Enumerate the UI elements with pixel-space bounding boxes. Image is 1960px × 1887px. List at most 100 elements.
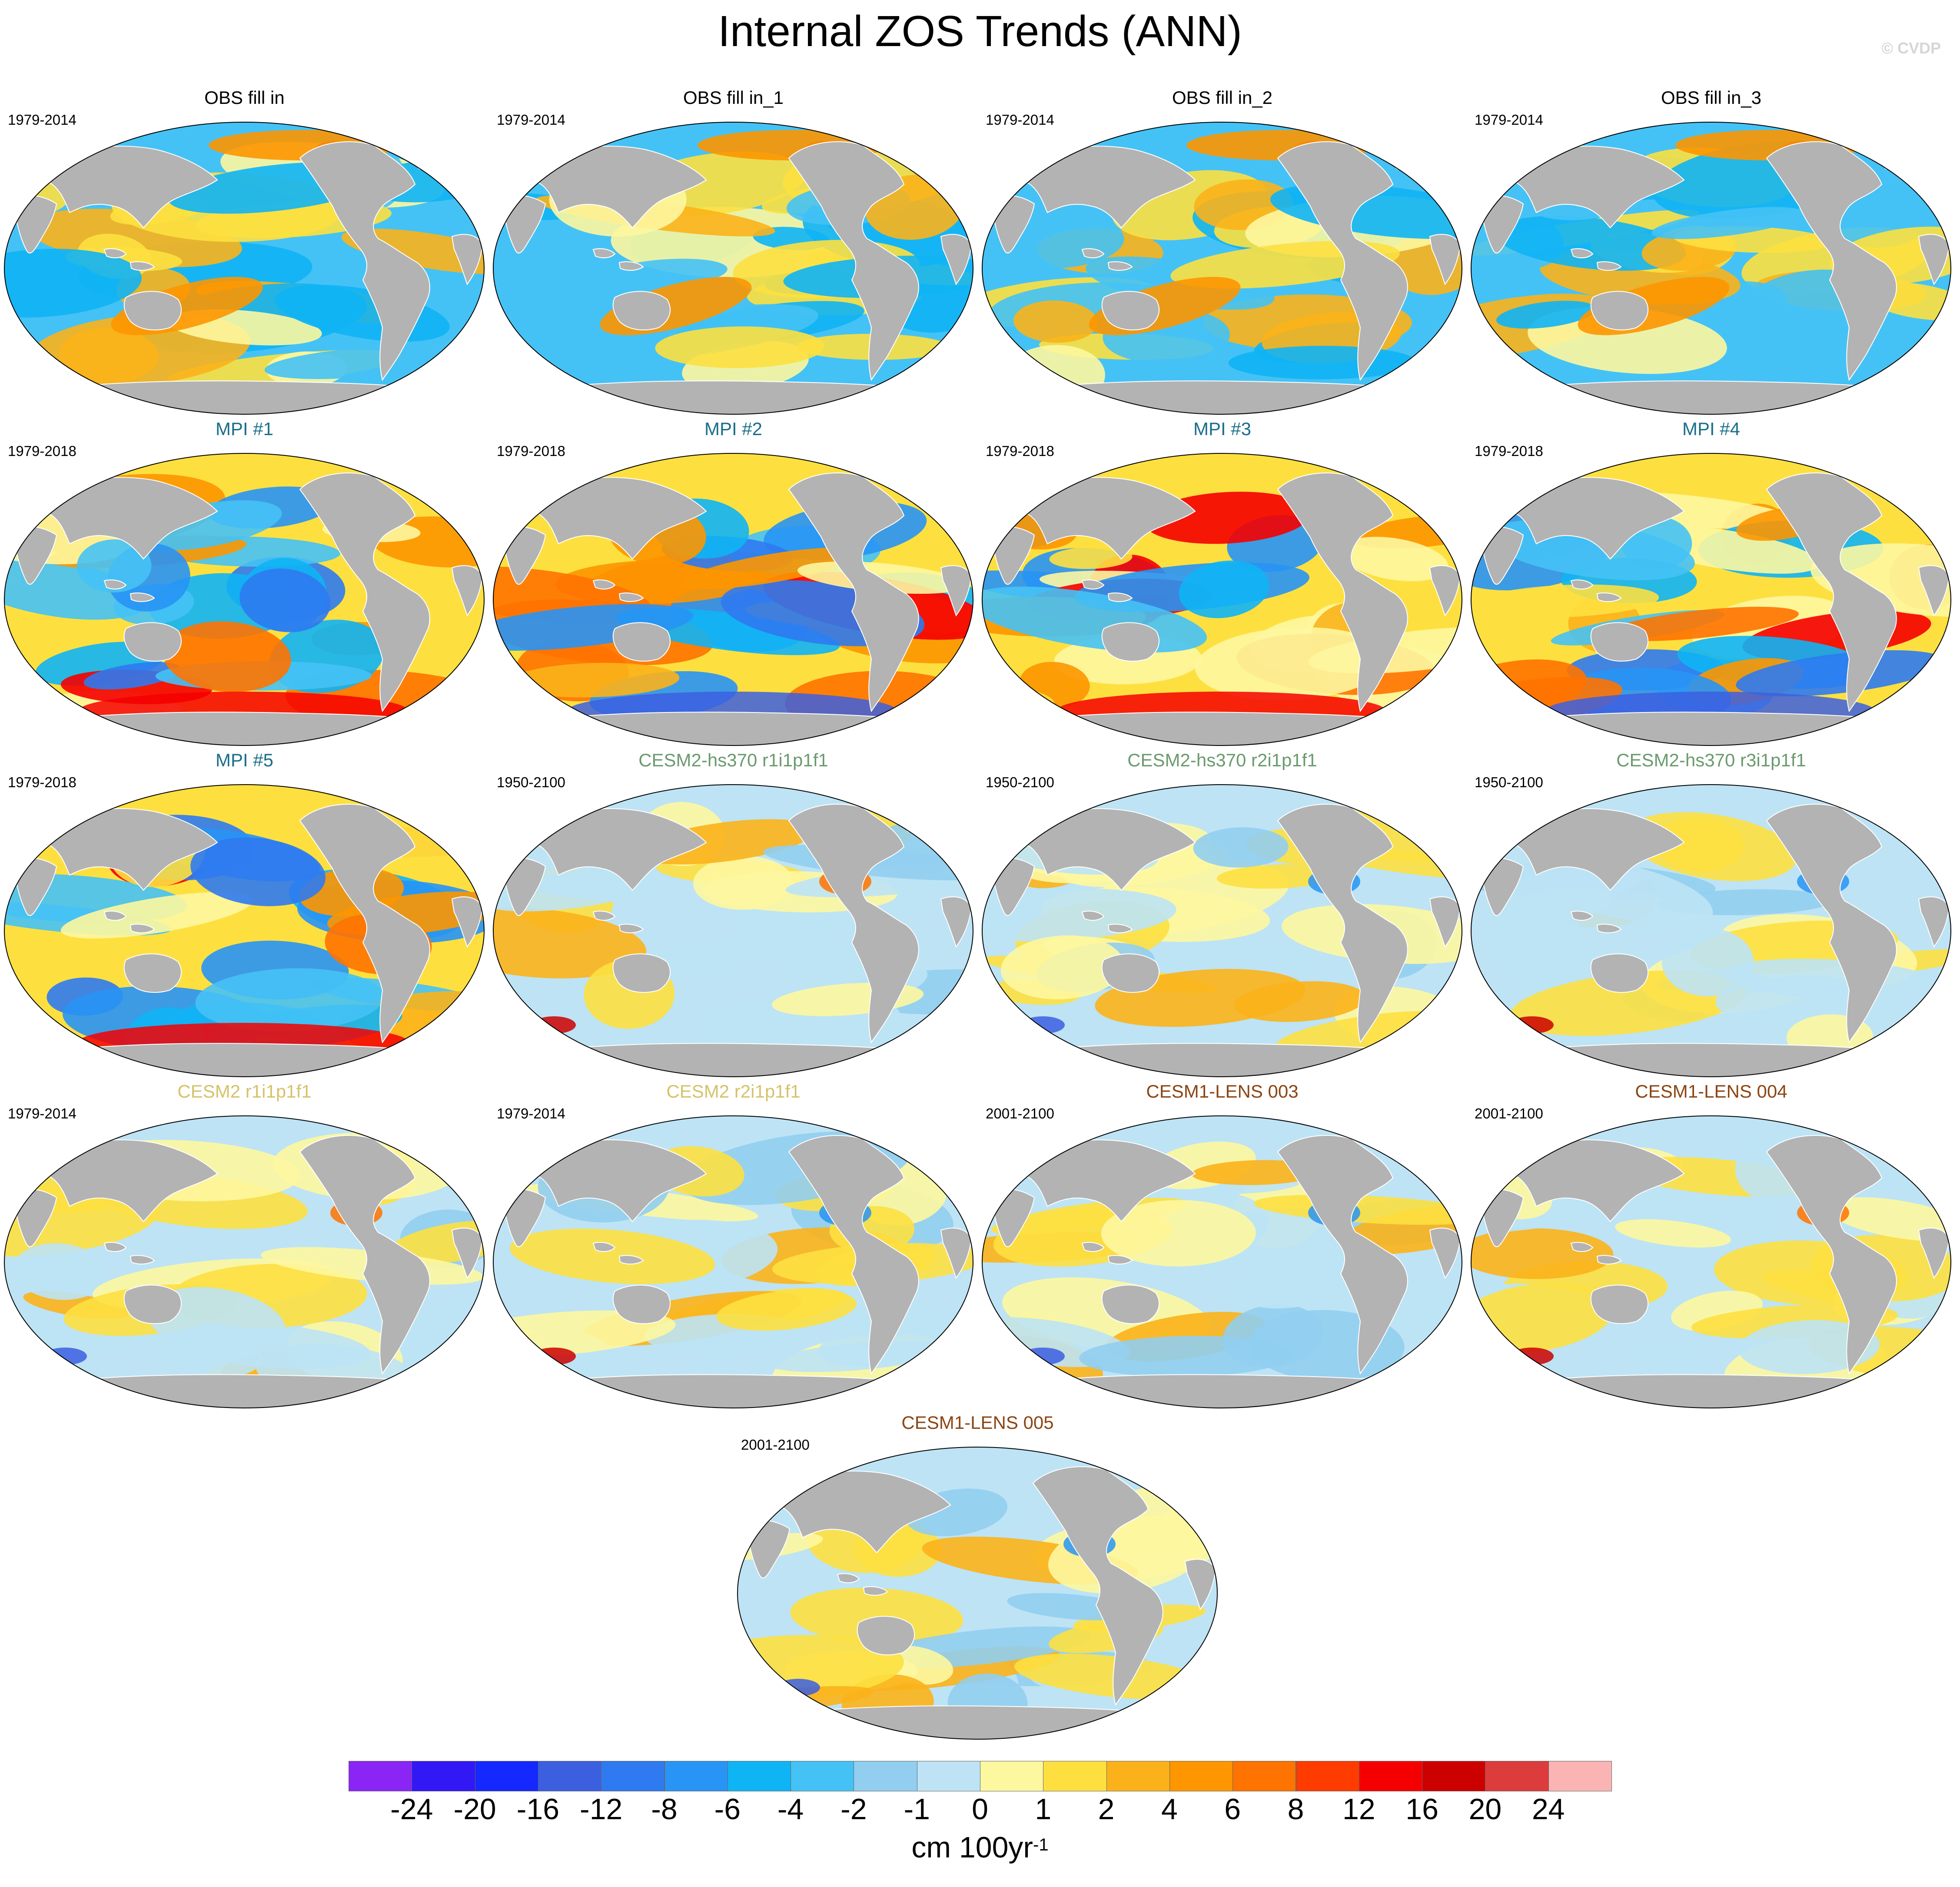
panel-period: 1979-2014 <box>497 1105 565 1122</box>
world-map <box>982 1115 1462 1408</box>
colorbar-tick-label: -2 <box>840 1793 867 1826</box>
panel-period: 1950-2100 <box>1475 774 1543 790</box>
colorbar-tick-label: -8 <box>651 1793 678 1826</box>
panel-title: MPI #5 <box>215 750 274 770</box>
figure-title: Internal ZOS Trends (ANN) <box>718 7 1242 56</box>
map-panel: OBS fill in_2 1979-2014 <box>978 87 1467 417</box>
colorbar-tick-label: 0 <box>972 1793 988 1826</box>
colorbar-tick-label: 8 <box>1287 1793 1304 1826</box>
colorbar-tick-label: -16 <box>516 1793 560 1826</box>
colorbar-swatch <box>664 1761 728 1791</box>
panel-title: CESM2-hs370 r1i1p1f1 <box>638 750 828 770</box>
panel-title: CESM2 r1i1p1f1 <box>177 1081 312 1102</box>
colorbar-swatch <box>601 1761 665 1791</box>
map-panel: CESM1-LENS 005 2001-2100 <box>733 1412 1222 1742</box>
panel-period: 1979-2018 <box>497 443 565 459</box>
map-panel: CESM2-hs370 r2i1p1f1 1950-2100 <box>978 749 1467 1080</box>
world-map <box>493 784 973 1077</box>
panel-period: 1979-2018 <box>8 443 76 459</box>
world-map <box>493 1115 973 1408</box>
map-panel: CESM1-LENS 004 2001-2100 <box>1467 1081 1956 1411</box>
colorbar-swatch <box>1043 1761 1107 1791</box>
panel-period: 1979-2018 <box>8 774 76 790</box>
colorbar-tick-label: 4 <box>1161 1793 1178 1826</box>
map-panel: MPI #3 1979-2018 <box>978 418 1467 749</box>
panel-period: 1979-2014 <box>986 112 1054 128</box>
map-panel: MPI #2 1979-2018 <box>489 418 978 749</box>
panel-title: OBS fill in <box>204 87 285 108</box>
colorbar-tick-label: -4 <box>777 1793 804 1826</box>
world-map <box>982 784 1462 1077</box>
panel-period: 2001-2100 <box>741 1437 810 1453</box>
colorbar-swatch <box>727 1761 791 1791</box>
world-map <box>4 1115 485 1408</box>
colorbar-tick-label: -12 <box>580 1793 623 1826</box>
map-panel: CESM2 r1i1p1f1 1979-2014 <box>0 1081 489 1411</box>
colorbar-swatch <box>1169 1761 1233 1791</box>
panel-period: 1979-2014 <box>8 1105 76 1122</box>
cvdp-watermark: © CVDP <box>1881 39 1941 57</box>
colorbar-swatch <box>854 1761 917 1791</box>
world-map <box>1471 1115 1951 1408</box>
world-map <box>1471 453 1951 746</box>
colorbar-tick-label: -24 <box>390 1793 433 1826</box>
world-map <box>982 122 1462 415</box>
colorbar-tick-label: -6 <box>714 1793 741 1826</box>
world-map <box>4 453 485 746</box>
world-map <box>4 784 485 1077</box>
map-panel: MPI #1 1979-2018 <box>0 418 489 749</box>
colorbar-swatch <box>1422 1761 1486 1791</box>
colorbar-swatch <box>791 1761 854 1791</box>
colorbar-swatch <box>980 1761 1044 1791</box>
map-panel: OBS fill in_1 1979-2014 <box>489 87 978 417</box>
colorbar-swatch <box>1296 1761 1359 1791</box>
colorbar-tick-label: 24 <box>1531 1793 1565 1826</box>
panel-period: 1950-2100 <box>986 774 1054 790</box>
colorbar-swatch <box>412 1761 475 1791</box>
map-panel: MPI #4 1979-2018 <box>1467 418 1956 749</box>
panel-period: 1979-2014 <box>497 112 565 128</box>
world-map <box>737 1447 1218 1740</box>
colorbar-swatch <box>475 1761 538 1791</box>
colorbar-swatch <box>1485 1761 1549 1791</box>
panel-period: 2001-2100 <box>986 1105 1054 1122</box>
panel-period: 1979-2018 <box>1475 443 1543 459</box>
map-panel: OBS fill in_3 1979-2014 <box>1467 87 1956 417</box>
panel-title: MPI #3 <box>1193 419 1252 439</box>
units-exponent: -1 <box>1033 1835 1049 1854</box>
panel-title: MPI #4 <box>1682 419 1741 439</box>
colorbar-swatch <box>538 1761 602 1791</box>
panel-title: CESM2-hs370 r3i1p1f1 <box>1616 750 1806 770</box>
map-panel: CESM2-hs370 r1i1p1f1 1950-2100 <box>489 749 978 1080</box>
map-panel: CESM1-LENS 003 2001-2100 <box>978 1081 1467 1411</box>
panel-title: CESM1-LENS 005 <box>901 1412 1054 1433</box>
units-text: cm 100yr <box>911 1831 1033 1864</box>
panel-title: OBS fill in_1 <box>683 87 784 108</box>
colorbar-tick-label: 12 <box>1342 1793 1375 1826</box>
map-panel: CESM2-hs370 r3i1p1f1 1950-2100 <box>1467 749 1956 1080</box>
colorbar <box>349 1761 1612 1791</box>
panel-period: 2001-2100 <box>1475 1105 1543 1122</box>
map-panel: OBS fill in 1979-2014 <box>0 87 489 417</box>
panel-title: OBS fill in_3 <box>1661 87 1762 108</box>
colorbar-tick-label: 1 <box>1035 1793 1052 1826</box>
panel-title: CESM2-hs370 r2i1p1f1 <box>1127 750 1317 770</box>
map-panel: CESM2 r2i1p1f1 1979-2014 <box>489 1081 978 1411</box>
colorbar-tick-label: 16 <box>1405 1793 1438 1826</box>
panel-title: CESM1-LENS 003 <box>1146 1081 1299 1102</box>
panel-title: CESM1-LENS 004 <box>1635 1081 1787 1102</box>
colorbar-swatch <box>1548 1761 1612 1791</box>
colorbar-swatch <box>1106 1761 1170 1791</box>
world-map <box>982 453 1462 746</box>
panel-title: MPI #2 <box>704 419 763 439</box>
colorbar-units: cm 100yr-1 <box>0 1830 1960 1865</box>
map-panel: MPI #5 1979-2018 <box>0 749 489 1080</box>
world-map <box>493 453 973 746</box>
panel-title: OBS fill in_2 <box>1172 87 1273 108</box>
colorbar-swatch <box>349 1761 412 1791</box>
world-map <box>1471 122 1951 415</box>
panel-period: 1979-2018 <box>986 443 1054 459</box>
colorbar-swatch <box>917 1761 980 1791</box>
colorbar-tick-label: -1 <box>904 1793 930 1826</box>
panel-period: 1979-2014 <box>1475 112 1543 128</box>
